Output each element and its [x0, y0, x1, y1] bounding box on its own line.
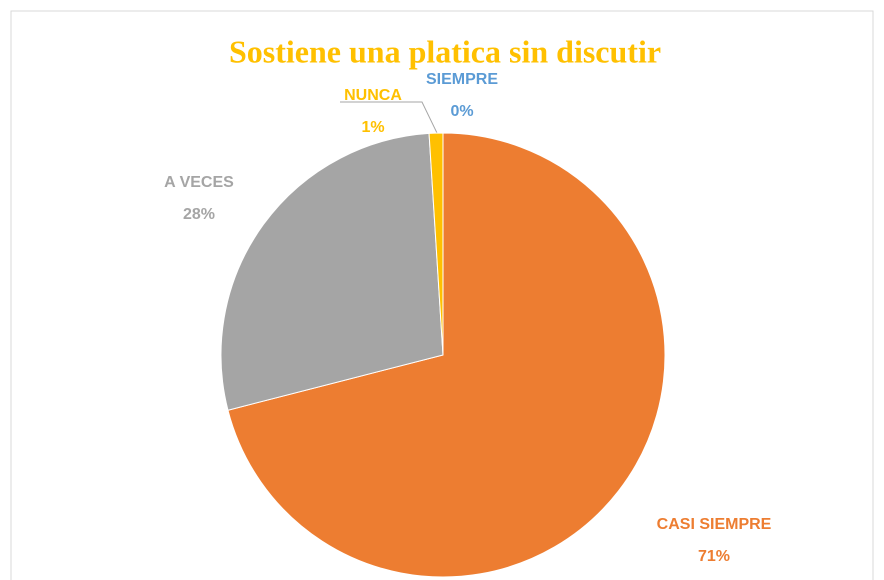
- slice-value-label: 1%: [361, 119, 384, 136]
- slice-value-label: 71%: [698, 548, 730, 565]
- pie-slice: [428, 132, 444, 356]
- slice-value-label: 28%: [183, 206, 215, 223]
- slice-label: CASI SIEMPRE: [657, 516, 772, 533]
- slice-label: NUNCA: [344, 87, 402, 104]
- slice-label: A VECES: [164, 174, 234, 191]
- slice-label: SIEMPRE: [426, 71, 498, 88]
- pie-slice: [220, 132, 444, 411]
- chart-title: Sostiene una platica sin discutir: [229, 33, 661, 69]
- slice-value-label: 0%: [450, 103, 473, 120]
- pie-slice: [227, 132, 666, 578]
- leader-line: [340, 101, 438, 134]
